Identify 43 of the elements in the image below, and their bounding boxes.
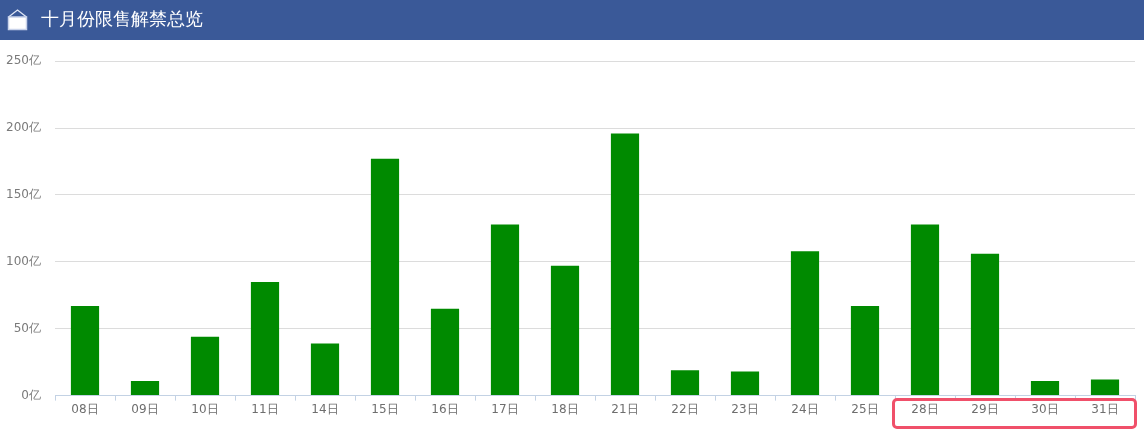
- y-tick-label: 100亿: [6, 253, 41, 268]
- bar: [970, 253, 1000, 396]
- bar: [370, 158, 400, 396]
- bar: [130, 380, 160, 396]
- x-tick-label: 08日: [71, 401, 99, 416]
- x-tick-label: 11日: [251, 401, 279, 416]
- bar: [730, 371, 760, 396]
- bar: [190, 336, 220, 396]
- bar: [910, 224, 940, 396]
- bar: [250, 281, 280, 396]
- y-tick-label: 0亿: [21, 387, 41, 402]
- y-tick-label: 250亿: [6, 53, 41, 68]
- x-tick-label: 16日: [431, 401, 459, 416]
- bar: [610, 133, 640, 396]
- x-tick-label: 15日: [371, 401, 399, 416]
- bar: [670, 370, 700, 396]
- x-tick-label: 23日: [731, 401, 759, 416]
- bar: [1030, 380, 1060, 396]
- bar: [490, 224, 520, 396]
- x-tick-label: 22日: [671, 401, 699, 416]
- x-tick-label: 10日: [191, 401, 219, 416]
- x-tick-label: 24日: [791, 401, 819, 416]
- y-tick-label: 50亿: [13, 320, 41, 335]
- x-tick-label: 18日: [551, 401, 579, 416]
- bar: [550, 265, 580, 396]
- bar: [430, 308, 460, 396]
- bar: [790, 251, 820, 396]
- y-tick-label: 200亿: [6, 120, 41, 135]
- x-tick-label: 31日: [1091, 401, 1119, 416]
- x-tick-label: 09日: [131, 401, 159, 416]
- bar: [310, 343, 340, 396]
- x-tick-label: 25日: [851, 401, 879, 416]
- y-tick-label: 150亿: [6, 187, 41, 202]
- bar: [1090, 379, 1120, 396]
- chart-title: 十月份限售解禁总览: [41, 7, 203, 31]
- x-tick-label: 14日: [311, 401, 339, 416]
- x-tick-label: 29日: [971, 401, 999, 416]
- bar: [70, 305, 100, 396]
- x-tick-label: 28日: [911, 401, 939, 416]
- x-tick-label: 17日: [491, 401, 519, 416]
- x-tick-label: 30日: [1031, 401, 1059, 416]
- bar: [850, 305, 880, 396]
- x-tick-label: 21日: [611, 401, 639, 416]
